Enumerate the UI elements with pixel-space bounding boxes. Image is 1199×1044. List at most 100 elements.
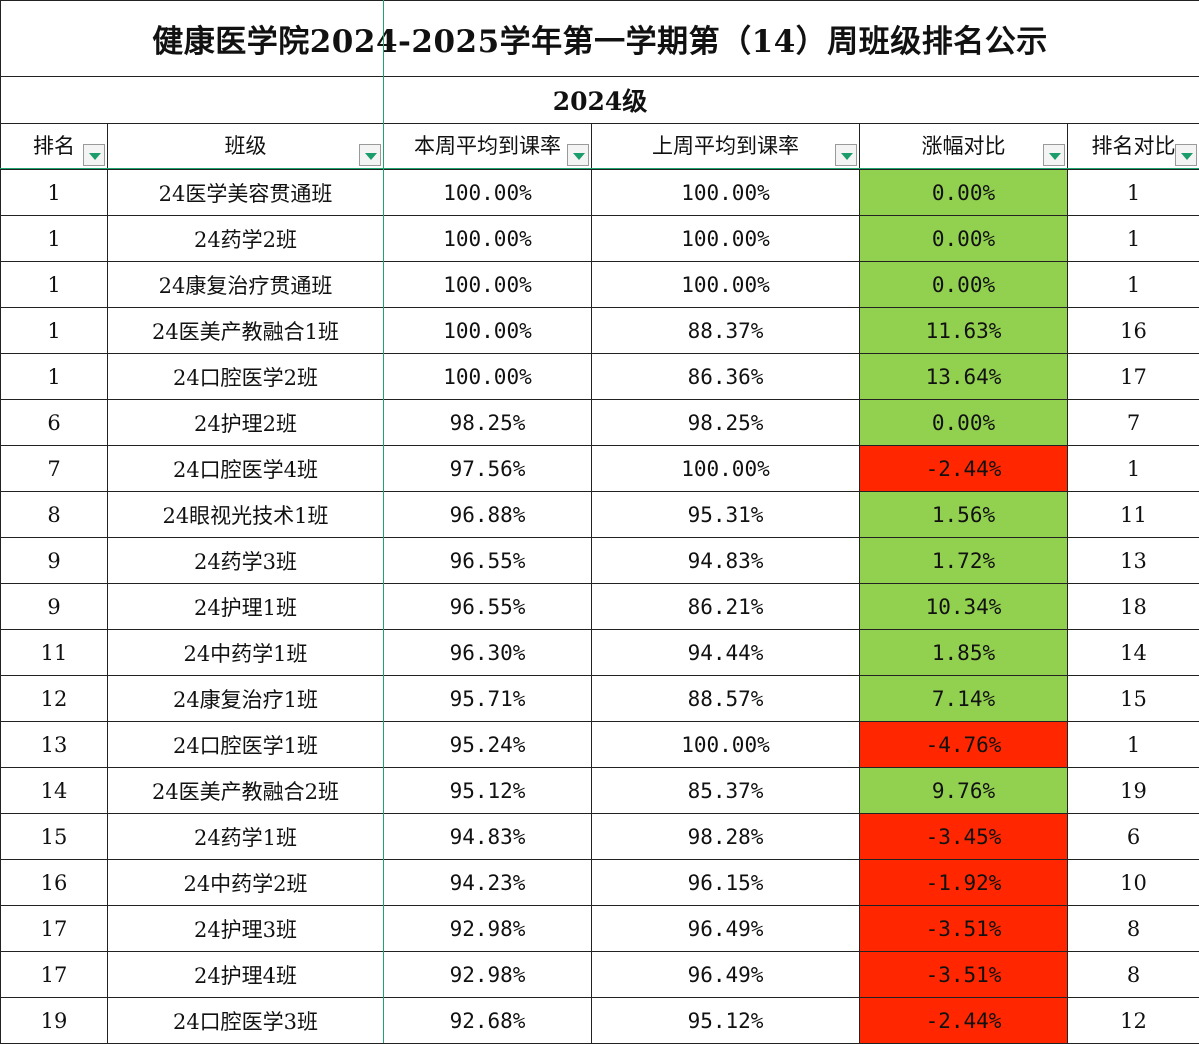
cell-class[interactable]: 24口腔医学1班 [108, 722, 384, 768]
cell-rank[interactable]: 7 [1, 446, 108, 492]
cell-change[interactable]: -2.44% [860, 446, 1068, 492]
cell-last-week[interactable]: 100.00% [592, 262, 860, 308]
filter-dropdown-icon[interactable] [1175, 144, 1197, 166]
filter-dropdown-icon[interactable] [83, 144, 105, 166]
cell-class[interactable]: 24中药学1班 [108, 630, 384, 676]
cell-class[interactable]: 24康复治疗贯通班 [108, 262, 384, 308]
cell-rank-compare[interactable]: 8 [1068, 906, 1199, 952]
cell-last-week[interactable]: 98.25% [592, 400, 860, 446]
cell-class[interactable]: 24护理3班 [108, 906, 384, 952]
cell-last-week[interactable]: 86.21% [592, 584, 860, 630]
cell-last-week[interactable]: 94.83% [592, 538, 860, 584]
cell-rank[interactable]: 8 [1, 492, 108, 538]
cell-rank[interactable]: 1 [1, 170, 108, 216]
cell-this-week[interactable]: 96.55% [384, 538, 592, 584]
cell-rank-compare[interactable]: 1 [1068, 170, 1199, 216]
cell-class[interactable]: 24口腔医学3班 [108, 998, 384, 1044]
cell-rank-compare[interactable]: 12 [1068, 998, 1199, 1044]
cell-rank-compare[interactable]: 7 [1068, 400, 1199, 446]
cell-rank-compare[interactable]: 1 [1068, 262, 1199, 308]
cell-this-week[interactable]: 98.25% [384, 400, 592, 446]
header-rank-compare[interactable]: 排名对比 [1068, 124, 1199, 170]
cell-change[interactable]: -3.45% [860, 814, 1068, 860]
cell-class[interactable]: 24药学3班 [108, 538, 384, 584]
cell-change[interactable]: -3.51% [860, 952, 1068, 998]
cell-last-week[interactable]: 98.28% [592, 814, 860, 860]
cell-change[interactable]: 1.72% [860, 538, 1068, 584]
filter-dropdown-icon[interactable] [359, 144, 381, 166]
cell-class[interactable]: 24护理1班 [108, 584, 384, 630]
cell-last-week[interactable]: 94.44% [592, 630, 860, 676]
cell-rank[interactable]: 15 [1, 814, 108, 860]
cell-last-week[interactable]: 100.00% [592, 216, 860, 262]
cell-change[interactable]: 7.14% [860, 676, 1068, 722]
cell-class[interactable]: 24药学1班 [108, 814, 384, 860]
cell-rank-compare[interactable]: 16 [1068, 308, 1199, 354]
cell-class[interactable]: 24护理2班 [108, 400, 384, 446]
header-change[interactable]: 涨幅对比 [860, 124, 1068, 170]
cell-rank[interactable]: 19 [1, 998, 108, 1044]
cell-rank-compare[interactable]: 1 [1068, 216, 1199, 262]
cell-last-week[interactable]: 100.00% [592, 722, 860, 768]
cell-rank[interactable]: 17 [1, 952, 108, 998]
cell-change[interactable]: 11.63% [860, 308, 1068, 354]
cell-last-week[interactable]: 95.31% [592, 492, 860, 538]
cell-this-week[interactable]: 100.00% [384, 216, 592, 262]
cell-class[interactable]: 24眼视光技术1班 [108, 492, 384, 538]
grade-label[interactable]: 2024级 [1, 77, 1199, 124]
cell-change[interactable]: 0.00% [860, 216, 1068, 262]
cell-rank-compare[interactable]: 19 [1068, 768, 1199, 814]
header-last-week[interactable]: 上周平均到课率 [592, 124, 860, 170]
cell-rank[interactable]: 12 [1, 676, 108, 722]
cell-last-week[interactable]: 100.00% [592, 170, 860, 216]
cell-change[interactable]: 9.76% [860, 768, 1068, 814]
cell-rank[interactable]: 13 [1, 722, 108, 768]
cell-change[interactable]: 0.00% [860, 400, 1068, 446]
cell-this-week[interactable]: 95.12% [384, 768, 592, 814]
cell-rank-compare[interactable]: 15 [1068, 676, 1199, 722]
cell-rank-compare[interactable]: 8 [1068, 952, 1199, 998]
cell-class[interactable]: 24护理4班 [108, 952, 384, 998]
cell-last-week[interactable]: 96.49% [592, 906, 860, 952]
cell-change[interactable]: 1.56% [860, 492, 1068, 538]
cell-rank-compare[interactable]: 11 [1068, 492, 1199, 538]
cell-rank[interactable]: 17 [1, 906, 108, 952]
cell-change[interactable]: -2.44% [860, 998, 1068, 1044]
cell-change[interactable]: -3.51% [860, 906, 1068, 952]
filter-dropdown-icon[interactable] [567, 144, 589, 166]
cell-rank[interactable]: 6 [1, 400, 108, 446]
cell-rank[interactable]: 1 [1, 262, 108, 308]
cell-class[interactable]: 24医学美容贯通班 [108, 170, 384, 216]
cell-this-week[interactable]: 97.56% [384, 446, 592, 492]
cell-change[interactable]: -4.76% [860, 722, 1068, 768]
cell-change[interactable]: -1.92% [860, 860, 1068, 906]
filter-dropdown-icon[interactable] [835, 144, 857, 166]
cell-rank[interactable]: 1 [1, 354, 108, 400]
header-class[interactable]: 班级 [108, 124, 384, 170]
cell-this-week[interactable]: 96.55% [384, 584, 592, 630]
cell-last-week[interactable]: 88.57% [592, 676, 860, 722]
cell-change[interactable]: 0.00% [860, 170, 1068, 216]
cell-rank[interactable]: 9 [1, 584, 108, 630]
cell-this-week[interactable]: 100.00% [384, 170, 592, 216]
cell-this-week[interactable]: 92.98% [384, 952, 592, 998]
cell-rank[interactable]: 1 [1, 216, 108, 262]
cell-class[interactable]: 24医美产教融合2班 [108, 768, 384, 814]
cell-change[interactable]: 13.64% [860, 354, 1068, 400]
cell-class[interactable]: 24药学2班 [108, 216, 384, 262]
cell-rank[interactable]: 9 [1, 538, 108, 584]
cell-change[interactable]: 0.00% [860, 262, 1068, 308]
cell-last-week[interactable]: 95.12% [592, 998, 860, 1044]
cell-rank[interactable]: 16 [1, 860, 108, 906]
filter-dropdown-icon[interactable] [1043, 144, 1065, 166]
cell-rank[interactable]: 1 [1, 308, 108, 354]
cell-this-week[interactable]: 96.88% [384, 492, 592, 538]
cell-this-week[interactable]: 94.83% [384, 814, 592, 860]
cell-rank-compare[interactable]: 10 [1068, 860, 1199, 906]
cell-this-week[interactable]: 92.68% [384, 998, 592, 1044]
cell-rank-compare[interactable]: 1 [1068, 446, 1199, 492]
cell-change[interactable]: 10.34% [860, 584, 1068, 630]
cell-rank-compare[interactable]: 6 [1068, 814, 1199, 860]
cell-rank-compare[interactable]: 18 [1068, 584, 1199, 630]
cell-class[interactable]: 24口腔医学2班 [108, 354, 384, 400]
